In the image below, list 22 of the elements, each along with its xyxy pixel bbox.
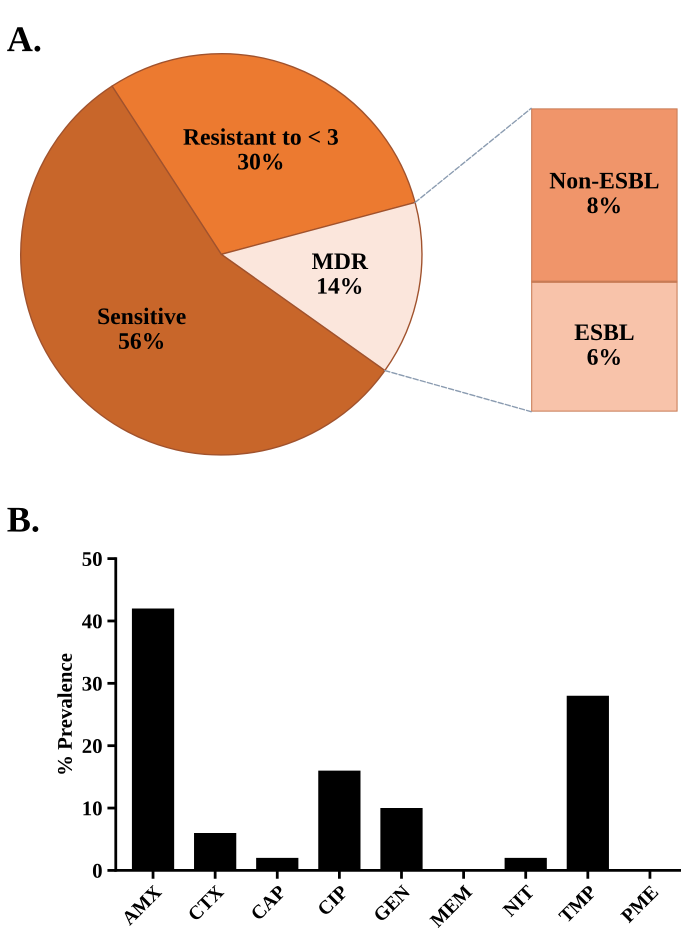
x-tick-label: CIP bbox=[316, 884, 349, 916]
y-tick-label: 40 bbox=[82, 614, 102, 628]
series-label: Non-ESBL bbox=[550, 172, 659, 189]
y-tick-label: 50 bbox=[82, 552, 102, 566]
slice-label: MDR bbox=[312, 254, 368, 270]
y-tick-label: 10 bbox=[83, 801, 102, 816]
y-axis-title: % Prevalence bbox=[57, 654, 72, 774]
data-label: 8% bbox=[587, 197, 620, 214]
y-tick-label: 0 bbox=[92, 864, 102, 878]
data-label: 30% bbox=[238, 154, 282, 170]
data-label: 56% bbox=[119, 333, 164, 350]
x-tick-label: CAP bbox=[250, 884, 287, 921]
x-tick-label: NIT bbox=[502, 884, 536, 918]
data-label: 14% bbox=[318, 278, 362, 294]
data-label: 6% bbox=[587, 348, 620, 365]
chart-title: B. bbox=[7, 508, 38, 532]
slice-label: Resistant to < 3 bbox=[183, 128, 338, 145]
chart-title: A. bbox=[7, 27, 40, 52]
series-label: ESBL bbox=[574, 324, 634, 340]
y-tick-label: 30 bbox=[82, 676, 102, 691]
y-tick-label: 20 bbox=[82, 739, 102, 754]
slice-label: Sensitive bbox=[98, 308, 186, 324]
